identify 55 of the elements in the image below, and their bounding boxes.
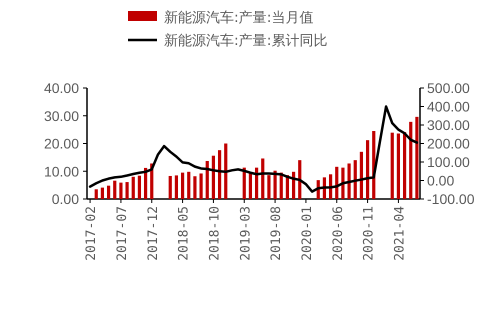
bar (125, 182, 129, 199)
y2-tick-label: 0.00 (427, 172, 454, 188)
y-tick-label: 0.00 (52, 191, 80, 207)
x-tick-label: 2017-02 (84, 206, 100, 261)
x-tick-label: 2017-07 (114, 206, 130, 261)
y2-tick-label: 400.00 (427, 98, 470, 114)
bar (354, 160, 357, 199)
x-tick-label: 2018-10 (207, 206, 222, 261)
bar (180, 172, 184, 199)
bar (106, 186, 110, 199)
bar (138, 176, 142, 199)
bar (193, 176, 197, 199)
bar (100, 188, 104, 199)
x-tick-label: 2020-01 (300, 206, 315, 261)
bar (206, 160, 209, 199)
bar (298, 160, 302, 199)
bar (132, 176, 135, 199)
bar (94, 189, 98, 199)
y-tick-label: 30.00 (44, 108, 80, 124)
bar (390, 132, 394, 199)
x-tick-label: 2020-06 (330, 206, 346, 261)
legend-label: 新能源汽车:产量:累计同比 (164, 33, 328, 49)
x-tick-label: 2021-04 (392, 206, 408, 261)
x-tick-label: 2020-11 (362, 206, 377, 261)
x-tick-label: 2019-08 (269, 206, 284, 261)
bar (402, 132, 406, 199)
bar (242, 168, 246, 199)
bar (248, 173, 252, 199)
y2-tick-label: -100.00 (427, 191, 475, 207)
bar (168, 176, 172, 199)
bar (199, 173, 203, 199)
y-tick-label: 10.00 (44, 163, 80, 180)
x-tick-label: 2017-12 (146, 206, 161, 261)
bar (415, 116, 419, 199)
y2-tick-label: 100.00 (427, 154, 470, 170)
x-tick-label: 2019-03 (238, 206, 254, 261)
bar (335, 166, 338, 199)
bar (366, 140, 370, 199)
bar (280, 172, 283, 199)
y2-tick-label: 300.00 (427, 117, 470, 133)
y2-tick-label: 200.00 (427, 136, 470, 152)
y2-tick-label: 500.00 (427, 80, 470, 96)
bar (113, 180, 116, 199)
bar (224, 144, 228, 199)
bar (409, 122, 412, 199)
x-tick-label: 2018-05 (176, 206, 192, 261)
bar (261, 158, 264, 199)
bar (267, 175, 271, 199)
y-tick-label: 40.00 (44, 80, 80, 96)
legend-label: 新能源汽车:产量:当月值 (164, 10, 314, 26)
y-tick-label: 20.00 (44, 136, 80, 152)
bar (174, 175, 178, 199)
bar (119, 182, 123, 199)
bar (187, 172, 190, 199)
bar (396, 134, 400, 199)
